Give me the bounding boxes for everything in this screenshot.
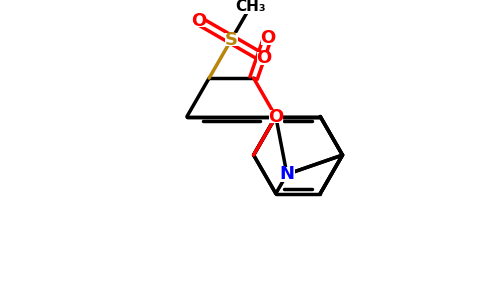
Bar [237,0,264,14]
Text: O: O [268,108,284,126]
Bar [269,110,283,123]
Bar [279,167,295,182]
Text: O: O [257,50,272,68]
Text: O: O [260,29,275,47]
Text: S: S [225,31,238,49]
Bar [225,33,238,46]
Bar [192,14,205,27]
Bar [261,32,274,45]
Text: CH₃: CH₃ [235,0,266,14]
Bar [257,52,271,65]
Text: O: O [191,12,206,30]
Text: N: N [279,165,294,183]
